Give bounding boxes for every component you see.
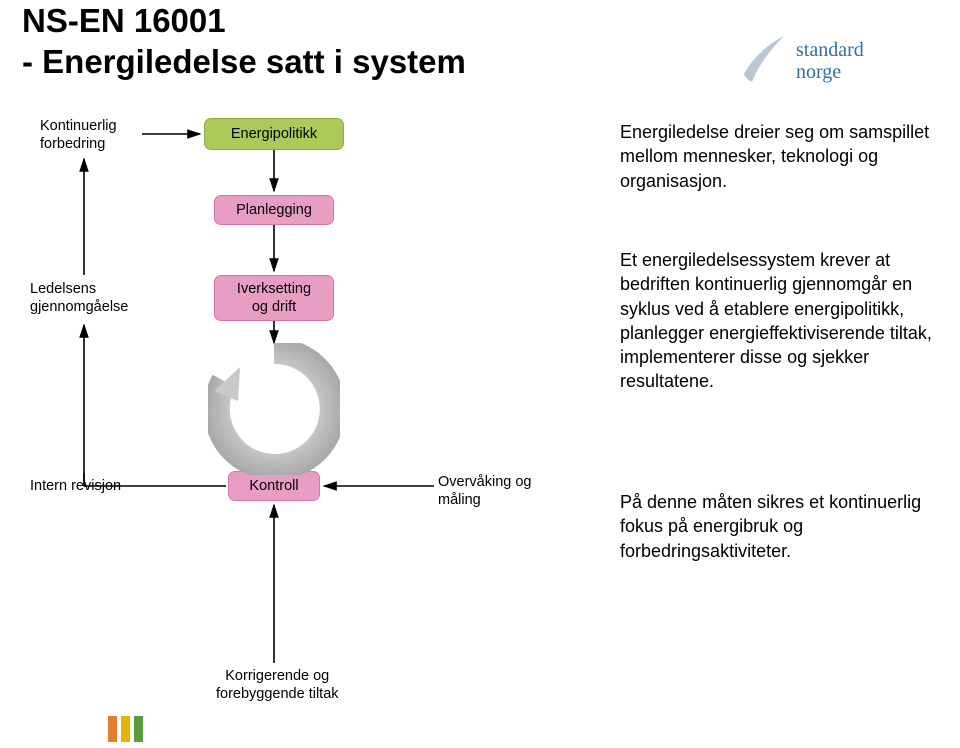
title-line-1: NS-EN 16001 bbox=[22, 2, 226, 39]
footer-bar-2 bbox=[121, 716, 130, 742]
slide-title: NS-EN 16001 - Energiledelse satt i syste… bbox=[22, 0, 466, 83]
paragraph-2: Et energiledelsessystem krever at bedrif… bbox=[620, 248, 950, 394]
footer-bars bbox=[108, 716, 143, 742]
logo-swoosh-icon bbox=[744, 36, 784, 82]
footer-bar-1 bbox=[108, 716, 117, 742]
cycle-arrow-icon bbox=[208, 343, 340, 480]
paragraph-1: Energiledelse dreier seg om samspillet m… bbox=[620, 120, 950, 193]
standard-norge-logo: standard norge bbox=[740, 30, 930, 88]
paragraph-3: På denne måten sikres et kontinuerlig fo… bbox=[620, 490, 950, 563]
logo-text-2: norge bbox=[796, 61, 841, 83]
slide: NS-EN 16001 - Energiledelse satt i syste… bbox=[0, 0, 960, 748]
footer-bar-3 bbox=[134, 716, 143, 742]
flow-diagram: Kontinuerlig forbedring Ledelsens gjenno… bbox=[30, 115, 590, 735]
title-line-2: - Energiledelse satt i system bbox=[22, 43, 466, 80]
logo-text-1: standard bbox=[796, 39, 864, 61]
